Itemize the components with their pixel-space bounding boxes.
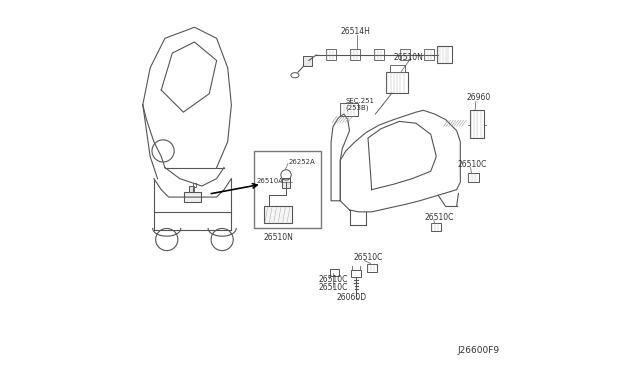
Text: 26252A: 26252A	[289, 159, 316, 165]
Text: 26060D: 26060D	[337, 293, 367, 302]
Bar	[282, 177, 291, 188]
Bar	[303, 56, 312, 66]
Text: 26510C: 26510C	[353, 253, 383, 263]
Bar	[254, 151, 321, 228]
Bar	[367, 263, 377, 272]
Bar	[189, 186, 193, 192]
Text: 26514H: 26514H	[340, 27, 370, 36]
Text: 26510N: 26510N	[394, 53, 424, 62]
Bar	[264, 206, 292, 223]
Bar	[350, 49, 360, 61]
Bar	[470, 110, 484, 138]
Bar	[431, 223, 441, 231]
Bar	[351, 270, 362, 277]
Text: 26510A: 26510A	[257, 178, 284, 184]
Text: SEC.251: SEC.251	[346, 98, 375, 104]
Text: 26960: 26960	[466, 93, 490, 102]
Bar	[326, 49, 336, 61]
Text: J26600F9: J26600F9	[458, 346, 499, 355]
Bar	[374, 49, 384, 61]
Bar	[340, 103, 358, 116]
Bar	[387, 71, 408, 93]
Text: 26510C: 26510C	[424, 213, 454, 222]
Bar	[193, 183, 196, 187]
Bar	[184, 192, 201, 202]
Text: (253B): (253B)	[346, 105, 369, 111]
Text: 26510N: 26510N	[264, 233, 294, 242]
Text: 26510C: 26510C	[318, 283, 348, 292]
Text: 26510C: 26510C	[458, 160, 487, 169]
Bar	[400, 49, 410, 61]
Bar	[390, 65, 405, 72]
Bar	[437, 46, 452, 63]
Bar	[468, 173, 479, 182]
Text: 26510C: 26510C	[318, 275, 348, 283]
Bar	[424, 49, 434, 61]
Bar	[330, 269, 339, 276]
